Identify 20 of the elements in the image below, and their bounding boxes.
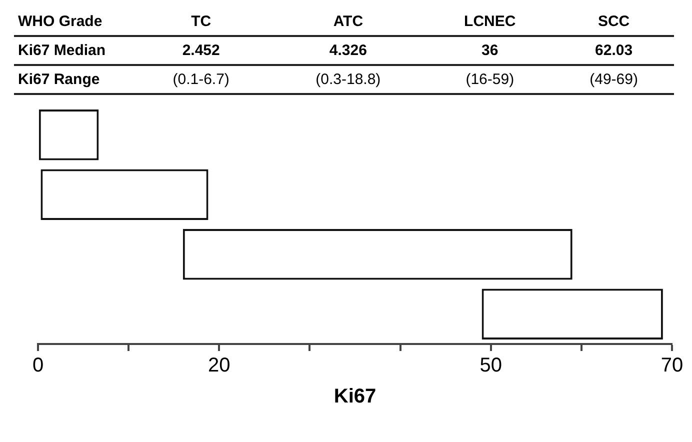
x-tick-label: 0	[32, 354, 44, 377]
text: ATC	[270, 8, 426, 36]
text: LCNEC	[426, 8, 554, 36]
text: WHO Grade	[14, 8, 132, 36]
text: TC	[132, 8, 270, 36]
x-tick-label: 50	[480, 354, 502, 377]
text: Ki67 Median	[14, 36, 132, 65]
text: (16-59)	[426, 65, 554, 94]
text: 2.452	[132, 36, 270, 65]
text: 62.03	[554, 36, 674, 65]
text: SCC	[554, 8, 674, 36]
x-axis-title: Ki67	[334, 386, 376, 408]
text: (0.1-6.7)	[132, 65, 270, 94]
x-tick-label: 20	[208, 354, 230, 377]
text: (49-69)	[554, 65, 674, 94]
text: (0.3-18.8)	[270, 65, 426, 94]
text: Ki67 Range	[14, 65, 132, 94]
text: 36	[426, 36, 554, 65]
x-tick-label: 70	[660, 354, 684, 377]
text: 4.326	[270, 36, 426, 65]
